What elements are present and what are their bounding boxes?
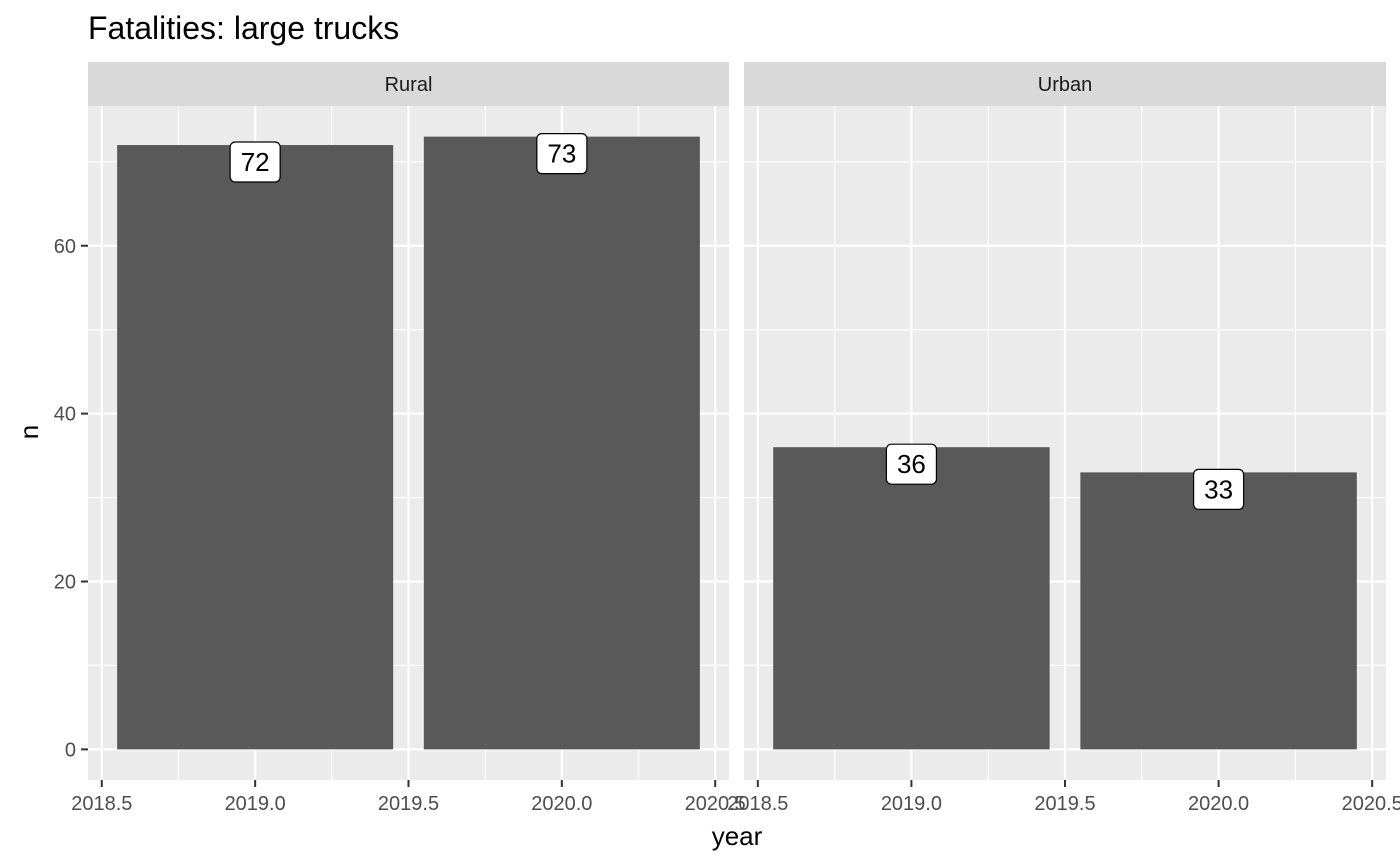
x-tick-label: 2020.5 [685, 793, 746, 815]
data-label: 33 [1204, 474, 1233, 504]
panel-urban: Urban 36 33 2018.5 2019.0 2019.5 2020.0 2020.5 [727, 62, 1400, 815]
data-label-box [536, 133, 588, 175]
x-tick-label: 2018.5 [727, 793, 788, 815]
facet-strip-label: Urban [1038, 74, 1092, 96]
x-tick-label: 2019.0 [881, 793, 942, 815]
y-tick-label: 40 [54, 404, 76, 426]
x-tick-label: 2018.5 [71, 793, 132, 815]
x-tick-label: 2020.0 [531, 793, 592, 815]
x-axis-title: year [712, 821, 763, 851]
facet-strip [88, 62, 729, 106]
y-tick-label: 60 [54, 236, 76, 258]
data-label-box [1192, 468, 1245, 510]
facet-strip-label: Rural [385, 74, 433, 96]
x-tick-label: 2019.5 [378, 793, 439, 815]
data-label-box [885, 443, 938, 485]
chart-panels: Rural 72 73 2018.5 2019.0 2019.5 2020.0 2020.5 0… [54, 62, 1400, 815]
x-tick-label: 2019.0 [225, 793, 286, 815]
bar [423, 136, 700, 750]
panel-rural: Rural 72 73 2018.5 2019.0 2019.5 2020.0 2020.5 0… [54, 62, 746, 815]
y-axis-title: n [14, 425, 44, 439]
bar [117, 145, 394, 750]
chart-title: Fatalities: large trucks [88, 10, 399, 46]
y-tick-label: 20 [54, 571, 76, 593]
x-tick-label: 2019.5 [1034, 793, 1095, 815]
bar [1080, 472, 1357, 750]
bar [773, 447, 1050, 750]
facet-strip [744, 62, 1386, 106]
data-label: 36 [897, 449, 926, 479]
x-tick-label: 2020.0 [1188, 793, 1249, 815]
data-label: 72 [241, 147, 270, 177]
y-tick-label: 0 [65, 739, 76, 761]
x-tick-label: 2020.5 [1342, 793, 1400, 815]
data-label-box [229, 141, 281, 183]
data-label: 73 [547, 139, 576, 169]
